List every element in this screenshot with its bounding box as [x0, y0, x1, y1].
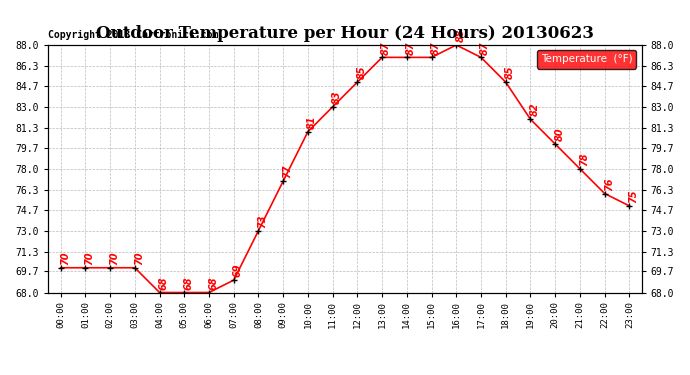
Title: Outdoor Temperature per Hour (24 Hours) 20130623: Outdoor Temperature per Hour (24 Hours) … — [96, 25, 594, 42]
Text: 68: 68 — [159, 276, 169, 290]
Text: 76: 76 — [604, 177, 614, 191]
Text: 70: 70 — [134, 252, 144, 265]
Text: 69: 69 — [233, 264, 243, 278]
Text: 87: 87 — [431, 41, 441, 55]
Text: 87: 87 — [382, 41, 391, 55]
Text: 70: 70 — [109, 252, 119, 265]
Text: 68: 68 — [208, 276, 218, 290]
Text: 82: 82 — [530, 103, 540, 117]
Text: 78: 78 — [579, 153, 589, 166]
Legend: Temperature  (°F): Temperature (°F) — [537, 50, 636, 69]
Text: Copyright 2013 Cartronics.com: Copyright 2013 Cartronics.com — [48, 30, 219, 40]
Text: 68: 68 — [184, 276, 193, 290]
Text: 73: 73 — [257, 214, 268, 228]
Text: 87: 87 — [406, 41, 416, 55]
Text: 85: 85 — [505, 66, 515, 80]
Text: 75: 75 — [629, 190, 638, 203]
Text: 80: 80 — [554, 128, 564, 141]
Text: 85: 85 — [357, 66, 366, 80]
Text: 83: 83 — [332, 91, 342, 104]
Text: 70: 70 — [60, 252, 70, 265]
Text: 88: 88 — [455, 29, 466, 42]
Text: 81: 81 — [307, 116, 317, 129]
Text: 77: 77 — [282, 165, 293, 178]
Text: 87: 87 — [480, 41, 490, 55]
Text: 70: 70 — [85, 252, 95, 265]
